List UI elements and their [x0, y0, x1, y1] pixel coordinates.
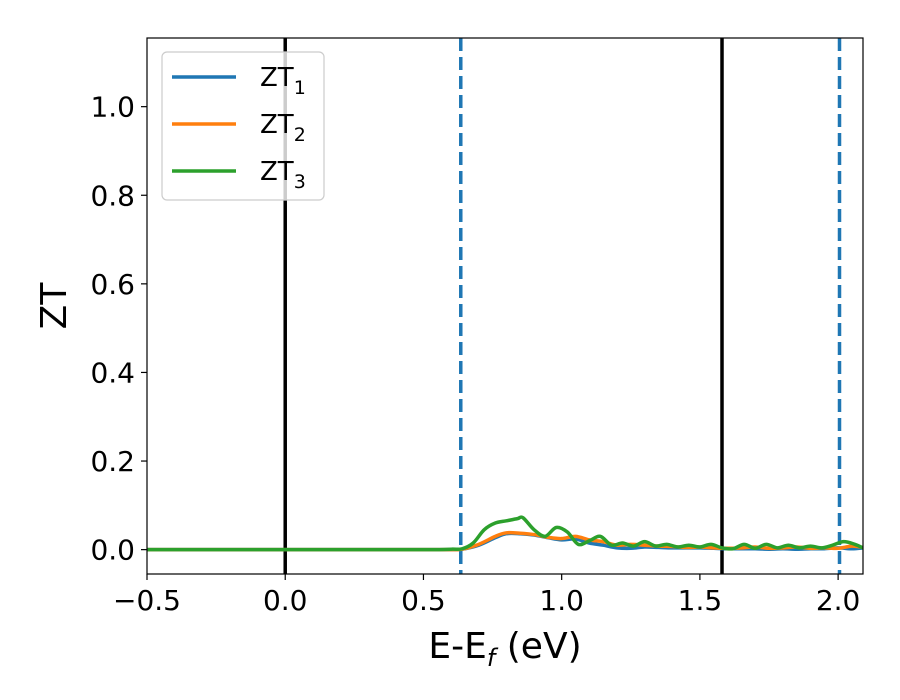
vertical-reference-lines — [283, 38, 842, 574]
x-tick-label: −0.5 — [113, 584, 181, 617]
x-axis-label: E-Ef (eV) — [428, 626, 581, 672]
y-axis-label: ZT — [34, 282, 75, 330]
x-tick-label: 0.0 — [263, 584, 308, 617]
series-lines — [147, 515, 863, 552]
x-tick-label: 1.0 — [539, 584, 584, 617]
y-tick-label: 1.0 — [90, 91, 135, 124]
x-axis-ticks: −0.5 0.0 0.5 1.0 1.5 2.0 — [113, 574, 860, 617]
y-axis-ticks: 0.0 0.2 0.4 0.6 0.8 1.0 — [90, 91, 147, 567]
series-line-3 — [147, 515, 863, 552]
legend-label-1: ZT1 — [260, 63, 306, 99]
legend-label-2: ZT2 — [260, 110, 306, 146]
x-tick-label: 0.5 — [401, 584, 446, 617]
x-tick-label: 1.5 — [678, 584, 723, 617]
x-tick-label: 2.0 — [816, 584, 861, 617]
y-tick-label: 0.2 — [90, 445, 135, 478]
legend: ZT1 ZT2 ZT3 — [161, 51, 325, 201]
y-tick-label: 0.4 — [90, 356, 135, 389]
x-axis-label-main: E-E — [428, 626, 486, 667]
y-tick-label: 0.6 — [90, 268, 135, 301]
legend-box — [161, 51, 325, 201]
legend-label-3: ZT3 — [260, 157, 306, 193]
y-tick-label: 0.8 — [90, 179, 135, 212]
plot-frame — [146, 37, 864, 575]
y-tick-label: 0.0 — [90, 534, 135, 567]
x-axis-label-unit: (eV) — [495, 626, 581, 667]
